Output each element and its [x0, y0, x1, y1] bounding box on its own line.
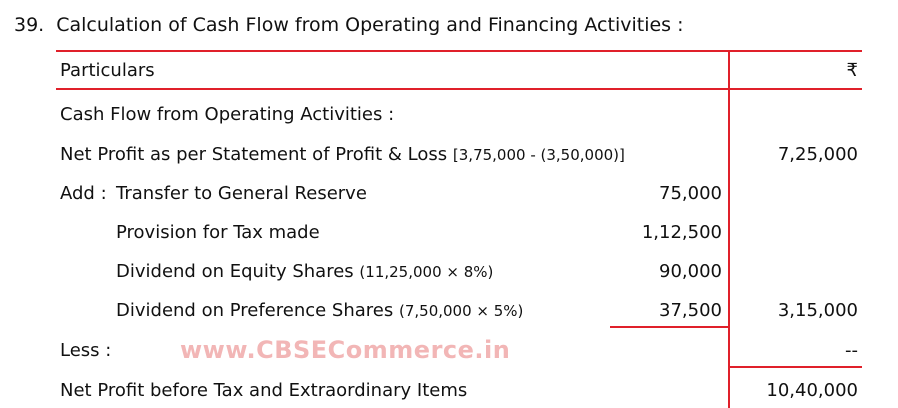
- add-item-label: Dividend on Preference Shares: [116, 300, 394, 321]
- add-item-label: Transfer to General Reserve: [116, 183, 367, 204]
- question-number: 39.: [14, 14, 45, 36]
- less-amount: --: [845, 340, 858, 361]
- question-title: Calculation of Cash Flow from Operating …: [56, 14, 684, 36]
- net-profit-before-tax-label: Net Profit before Tax and Extraordinary …: [60, 380, 468, 401]
- header-bottom-rule: [56, 88, 862, 90]
- net-profit-before-tax-amount: 10,40,000: [766, 380, 858, 401]
- watermark-text: www.CBSECommerce.in: [180, 336, 511, 364]
- subtotal-rule: [610, 326, 729, 328]
- section-title: Cash Flow from Operating Activities :: [60, 104, 395, 125]
- amount-total-rule: [729, 366, 862, 368]
- add-total-amount: 3,15,000: [777, 300, 858, 321]
- add-prefix: Add :: [60, 183, 107, 204]
- header-amount: ₹: [846, 60, 858, 81]
- net-profit-note: [3,75,000 - (3,50,000)]: [452, 146, 625, 164]
- add-item-label-row: Dividend on Preference Shares (7,50,000 …: [116, 300, 523, 322]
- header-particulars: Particulars: [60, 60, 155, 81]
- add-item-label: Provision for Tax made: [116, 222, 320, 243]
- column-divider: [728, 50, 730, 408]
- less-label: Less :: [60, 340, 112, 361]
- net-profit-text: Net Profit as per Statement of Profit & …: [60, 144, 448, 165]
- add-item-label-row: Dividend on Equity Shares (11,25,000 × 8…: [116, 261, 493, 283]
- add-item-label: Dividend on Equity Shares: [116, 261, 354, 282]
- add-item-value: 1,12,500: [641, 222, 722, 243]
- question-heading: 39. Calculation of Cash Flow from Operati…: [14, 14, 684, 36]
- add-item-note: (11,25,000 × 8%): [359, 263, 494, 281]
- table-top-rule: [56, 50, 862, 52]
- net-profit-label: Net Profit as per Statement of Profit & …: [60, 144, 625, 166]
- net-profit-amount: 7,25,000: [777, 144, 858, 165]
- add-item-note: (7,50,000 × 5%): [398, 302, 524, 320]
- add-item-value: 75,000: [659, 183, 722, 204]
- add-item-value: 37,500: [659, 300, 722, 321]
- add-item-value: 90,000: [659, 261, 722, 282]
